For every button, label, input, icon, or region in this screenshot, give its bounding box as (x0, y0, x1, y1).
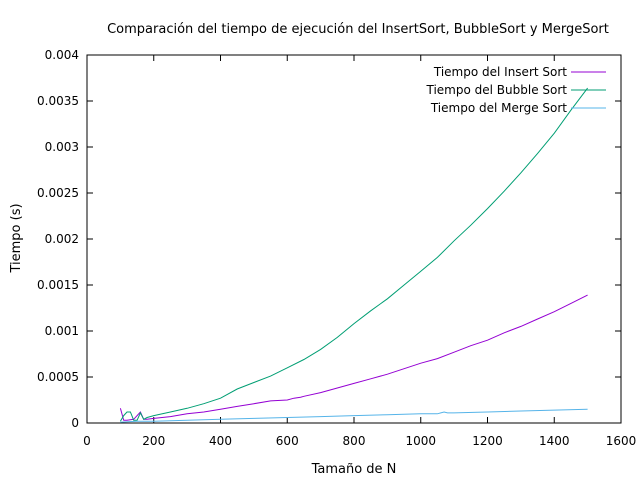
series-group (119, 87, 588, 423)
series-line-3 (120, 408, 588, 423)
x-tick-label: 1200 (472, 434, 503, 448)
series-line-1 (119, 294, 588, 421)
y-tick-label: 0.0005 (37, 370, 79, 384)
y-tick-label: 0.003 (45, 140, 79, 154)
x-tick-label: 800 (343, 434, 366, 448)
y-tick-label: 0.002 (45, 232, 79, 246)
ticks: 0 200 400 600 800 1000 1200 1400 1600 0 0.0005 0.00… (37, 48, 636, 448)
y-tick-label: 0 (71, 416, 79, 430)
y-tick-label: 0.0035 (37, 94, 79, 108)
x-axis-label: Tamaño de N (311, 462, 397, 477)
y-tick-label: 0.0015 (37, 278, 79, 292)
x-tick-label: 400 (209, 434, 232, 448)
chart-title: Comparación del tiempo de ejecución del … (107, 22, 609, 37)
y-tick-label: 0.004 (45, 48, 79, 62)
x-tick-label: 0 (83, 434, 91, 448)
x-tick-label: 1000 (405, 434, 436, 448)
legend-label-3: Tiempo del Merge Sort (430, 101, 567, 115)
x-tick-label: 1600 (606, 434, 637, 448)
legend: Tiempo del Insert Sort Tiempo del Bubble … (426, 65, 606, 115)
y-axis-label: Tiempo (s) (9, 203, 24, 273)
x-tick-label: 1400 (539, 434, 570, 448)
series-line-2 (119, 87, 588, 422)
x-tick-label: 600 (276, 434, 299, 448)
legend-label-2: Tiempo del Bubble Sort (426, 83, 568, 97)
y-tick-label: 0.0025 (37, 186, 79, 200)
y-tick-label: 0.001 (45, 324, 79, 338)
x-tick-label: 200 (142, 434, 165, 448)
legend-label-1: Tiempo del Insert Sort (433, 65, 567, 79)
